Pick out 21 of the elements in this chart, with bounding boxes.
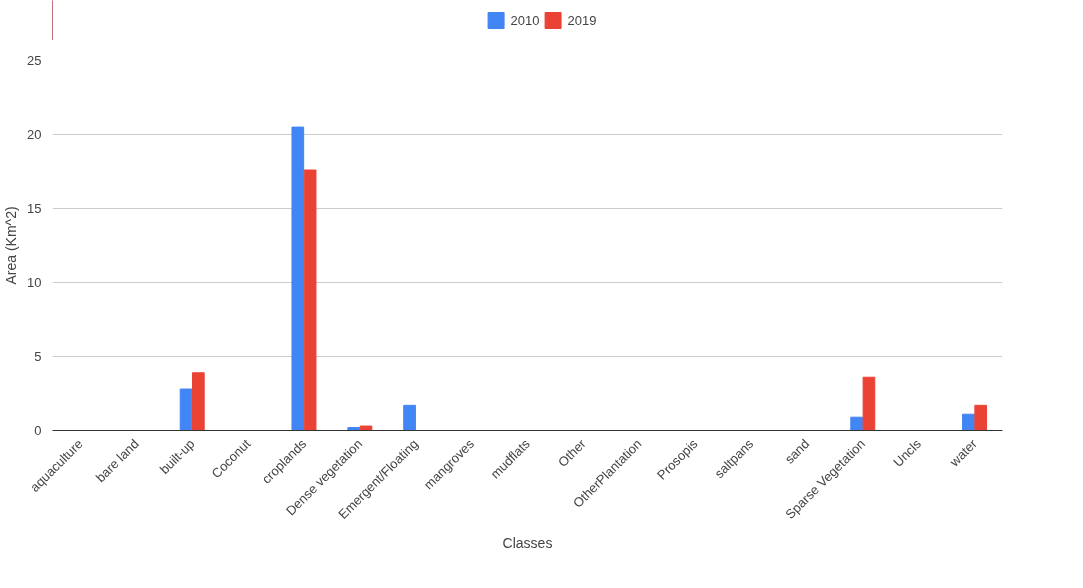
x-axis-title: Classes bbox=[502, 535, 553, 552]
y-tick-label: 20 bbox=[27, 127, 42, 142]
y-tick-label: 0 bbox=[34, 423, 42, 438]
y-tick-label: 10 bbox=[27, 275, 42, 290]
bar bbox=[850, 416, 863, 431]
bar bbox=[179, 388, 193, 431]
bar bbox=[403, 404, 416, 431]
y-tick-label: 15 bbox=[27, 201, 42, 216]
bar bbox=[303, 169, 317, 431]
bar bbox=[291, 126, 305, 431]
bar bbox=[192, 372, 205, 431]
bar bbox=[962, 413, 975, 431]
legend-label: 2019 bbox=[567, 12, 597, 28]
bar bbox=[359, 425, 373, 431]
legend-label: 2010 bbox=[510, 12, 540, 28]
y-axis-title: Area (Km^2) bbox=[3, 206, 20, 285]
bar bbox=[974, 404, 988, 431]
y-tick-label: 25 bbox=[27, 53, 42, 68]
bar bbox=[862, 376, 876, 431]
y-tick-label: 5 bbox=[34, 349, 42, 364]
bar bbox=[347, 427, 361, 431]
